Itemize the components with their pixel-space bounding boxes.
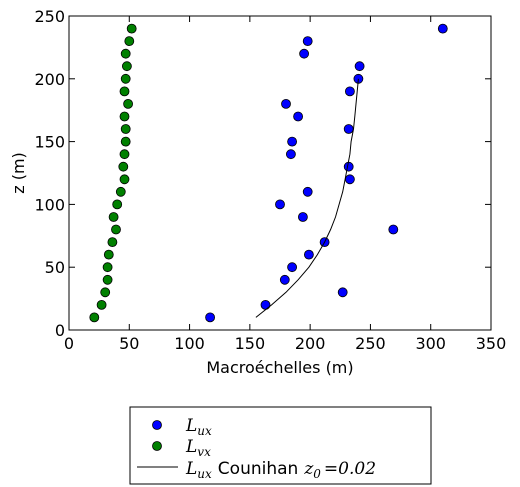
lux-point-17	[281, 99, 291, 109]
x-tick-label-1: 50	[119, 334, 139, 353]
y-axis-label: z (m)	[9, 152, 28, 194]
lvx-point-9	[112, 199, 123, 210]
lux-point-21	[299, 48, 310, 59]
lux-point-22	[302, 36, 313, 46]
lvx-point-10	[115, 186, 126, 197]
lvx-point-15	[120, 124, 131, 134]
legend: Lux Lvx Lux Counihan z0 =0.02	[129, 406, 432, 485]
lvx-point-22	[124, 36, 135, 46]
lux-point-1	[260, 299, 271, 310]
lvx-point-19	[120, 73, 131, 84]
legend-marker-lux	[152, 420, 162, 430]
plot-marks	[89, 23, 448, 323]
lvx-point-5	[103, 249, 114, 260]
x-tick-label-2: 100	[174, 334, 205, 353]
x-tick-label-0: 0	[64, 334, 74, 353]
lvx-point-13	[119, 149, 130, 160]
lux-point-5	[303, 249, 314, 260]
lvx-point-21	[120, 48, 131, 59]
lvx-point-6	[107, 237, 118, 248]
lvx-point-1	[96, 299, 107, 310]
legend-label-lvx: Lvx	[185, 437, 211, 459]
lvx-point-12	[118, 161, 129, 172]
plot-frame	[68, 15, 492, 331]
lvx-point-18	[119, 86, 130, 97]
legend-label-lux: Lux	[185, 416, 212, 438]
lux-point-3	[279, 274, 290, 285]
tick-labels: 0 50 100 150 200 250 300 350 0 50 100 150 200 250	[34, 7, 506, 353]
lux-point-10	[302, 186, 313, 197]
lux-point-2	[337, 287, 348, 298]
lux-point-14	[287, 136, 298, 147]
lux-point-8	[297, 212, 308, 222]
lux-point-23	[437, 23, 448, 34]
lux-point-11	[344, 174, 355, 185]
lvx-point-4	[102, 262, 113, 273]
lux-point-16	[293, 111, 304, 122]
legend-frame	[129, 406, 432, 485]
lvx-point-2	[100, 287, 111, 298]
lvx-point-3	[102, 274, 113, 285]
lux-point-18	[344, 86, 355, 97]
lux-point-12	[343, 161, 354, 172]
lvx-point-17	[123, 99, 134, 109]
axis-ticks	[68, 15, 492, 331]
lvx-point-14	[120, 136, 131, 147]
lvx-point-11	[119, 174, 130, 185]
lvx-point-8	[108, 212, 119, 222]
lux-point-20	[354, 61, 365, 72]
lvx-point-0	[89, 312, 100, 323]
y-tick-label-2: 100	[34, 195, 65, 214]
x-axis-label: Macroéchelles (m)	[206, 358, 353, 377]
y-tick-label-3: 150	[34, 133, 65, 152]
x-tick-label-3: 150	[235, 334, 266, 353]
lux-point-4	[287, 262, 298, 273]
legend-marker-lvx	[152, 441, 162, 451]
lux-point-15	[343, 124, 354, 134]
lvx-point-16	[119, 111, 130, 122]
lvx-point-20	[122, 61, 132, 72]
lux-point-13	[285, 149, 296, 160]
legend-label-counihan: Lux Counihan z0 =0.02	[185, 459, 376, 481]
lux-point-7	[388, 224, 399, 235]
y-tick-label-1: 50	[45, 258, 65, 277]
lux-point-9	[275, 199, 285, 210]
x-tick-label-7: 350	[476, 334, 507, 353]
y-tick-label-5: 250	[34, 7, 65, 26]
x-tick-label-4: 200	[295, 334, 326, 353]
y-tick-label-0: 0	[55, 321, 65, 340]
x-tick-label-6: 300	[415, 334, 446, 353]
counihan-curve	[255, 78, 359, 318]
lvx-point-23	[126, 23, 137, 34]
lvx-point-7	[111, 224, 121, 235]
x-tick-label-5: 250	[355, 334, 386, 353]
lux-point-0	[205, 312, 216, 323]
y-tick-label-4: 200	[34, 70, 65, 89]
